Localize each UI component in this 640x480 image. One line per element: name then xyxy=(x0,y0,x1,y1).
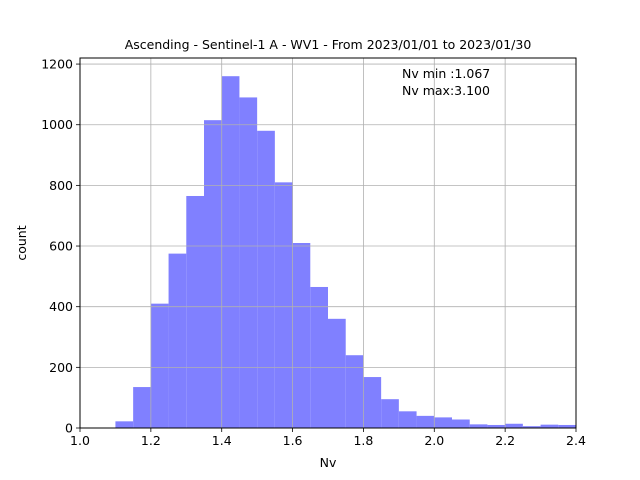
histogram-bar-12 xyxy=(328,318,346,428)
histogram-bar-5 xyxy=(204,120,222,429)
histogram-bar-7 xyxy=(239,97,258,428)
x-tick-label-7: 2.4 xyxy=(566,433,586,448)
histogram-bar-21 xyxy=(487,424,506,428)
x-tick-label-4: 1.8 xyxy=(353,433,373,448)
histogram-bar-20 xyxy=(469,424,488,428)
x-axis-label: Nv xyxy=(320,455,337,470)
histogram-bar-6 xyxy=(221,76,240,429)
histogram-bar-0 xyxy=(115,421,134,428)
histogram-bar-11 xyxy=(310,286,328,428)
histogram-bar-17 xyxy=(416,415,435,428)
x-tick-label-0: 1.0 xyxy=(70,433,90,448)
x-tick-label-3: 1.6 xyxy=(283,433,303,448)
histogram-bar-14 xyxy=(363,377,382,428)
histogram-bar-22 xyxy=(505,423,523,428)
x-tick-label-5: 2.0 xyxy=(424,433,444,448)
histogram-bar-10 xyxy=(292,243,311,428)
y-tick-label-4: 800 xyxy=(49,178,73,193)
histogram-bar-2 xyxy=(150,303,169,428)
histogram-bar-23 xyxy=(522,426,541,428)
histogram-bar-4 xyxy=(186,195,204,428)
histogram-bar-3 xyxy=(168,253,187,428)
histogram-bar-15 xyxy=(381,399,399,428)
histogram-bar-19 xyxy=(452,419,470,428)
y-tick-label-3: 600 xyxy=(49,239,73,254)
plot-frame xyxy=(79,57,577,429)
x-tick-label-2: 1.4 xyxy=(212,433,232,448)
annotation-nv-max: Nv max:3.100 xyxy=(402,83,490,98)
histogram-bar-9 xyxy=(274,182,293,428)
y-tick-label-1: 200 xyxy=(49,360,73,375)
bars-layer xyxy=(115,76,576,429)
y-tick-label-5: 1000 xyxy=(41,117,73,132)
histogram-bar-18 xyxy=(434,417,452,428)
chart-title: Ascending - Sentinel-1 A - WV1 - From 20… xyxy=(125,37,532,52)
y-tick-label-6: 1200 xyxy=(41,57,73,72)
annotation-nv-min: Nv min :1.067 xyxy=(402,66,490,81)
histogram-bar-13 xyxy=(345,355,364,428)
y-tick-label-0: 0 xyxy=(65,421,73,436)
y-tick-label-2: 400 xyxy=(49,299,73,314)
histogram-bar-25 xyxy=(558,424,576,428)
histogram-bar-1 xyxy=(133,387,151,428)
histogram-bar-16 xyxy=(398,411,417,428)
x-tick-label-6: 2.2 xyxy=(495,433,515,448)
y-axis-label: count xyxy=(14,225,29,260)
x-tick-label-1: 1.2 xyxy=(141,433,161,448)
grid-layer xyxy=(79,58,577,429)
histogram-bar-8 xyxy=(257,130,275,429)
histogram-bar-24 xyxy=(540,424,559,428)
ticks-layer: 1.0 1.2 1.4 1.6 1.8 2.0 2.2 2.4 0 200 400 600 800 100… xyxy=(41,57,586,448)
